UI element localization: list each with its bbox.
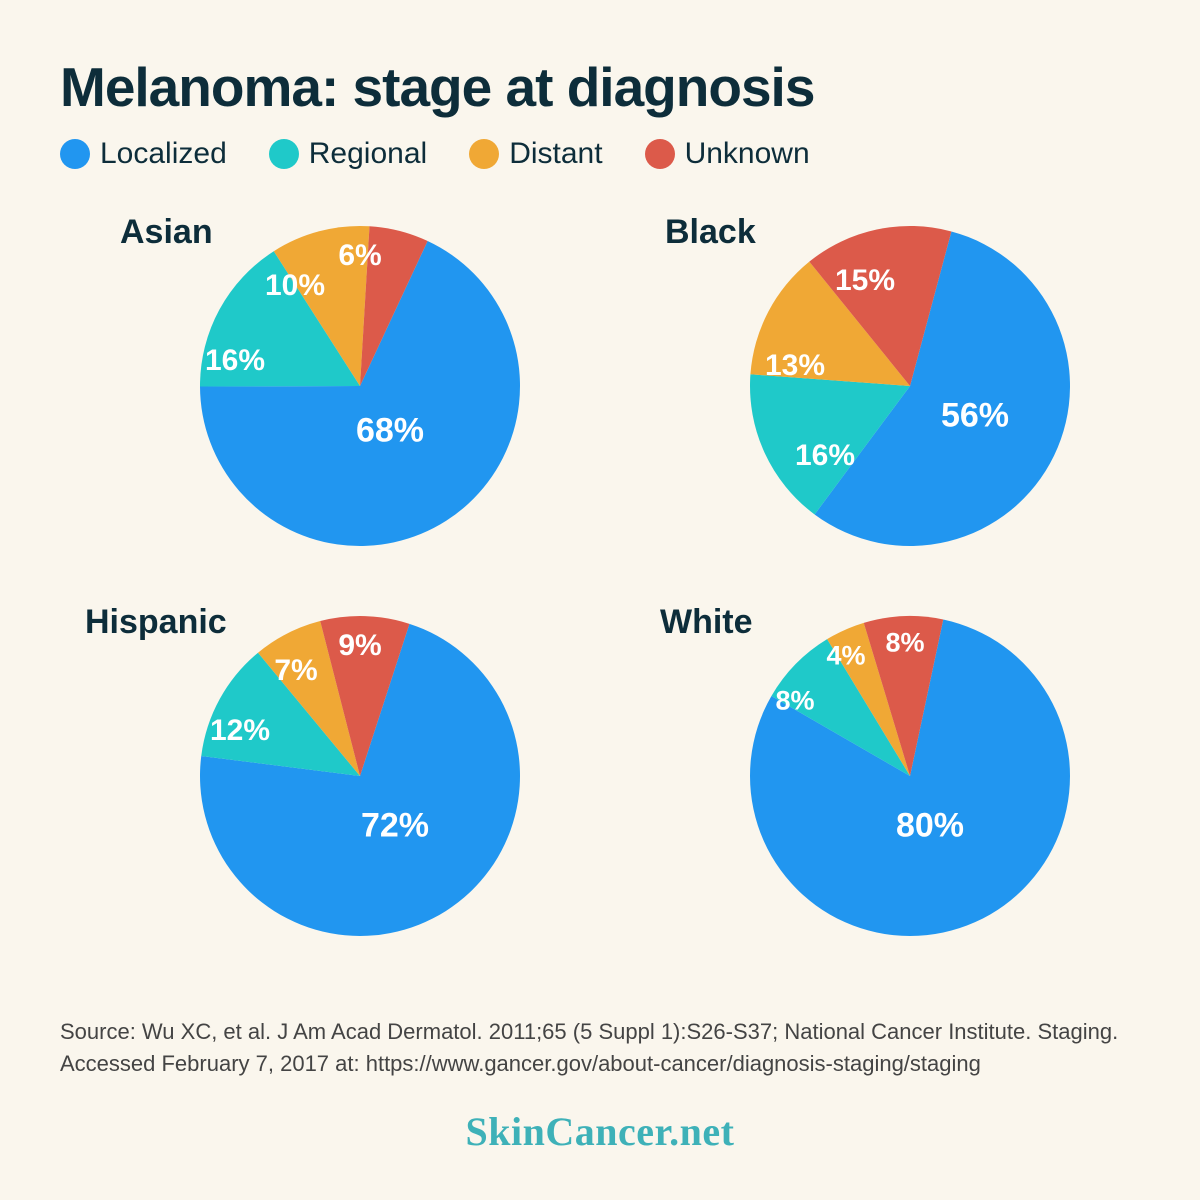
- brand-logo: SkinCancer.net: [0, 1108, 1200, 1155]
- pie-svg: [60, 201, 540, 561]
- slice-label: 16%: [205, 344, 265, 378]
- legend-item: Unknown: [645, 137, 810, 171]
- legend-label: Distant: [509, 137, 602, 171]
- legend-dot-icon: [645, 139, 675, 169]
- slice-label: 80%: [896, 807, 964, 846]
- legend-label: Localized: [100, 137, 227, 171]
- pie-svg: [630, 591, 1110, 951]
- legend-item: Distant: [469, 137, 602, 171]
- infographic-page: Melanoma: stage at diagnosis Localized Re…: [0, 0, 1200, 1200]
- legend-label: Unknown: [685, 137, 810, 171]
- pie-chart: Black56%16%13%15%: [630, 201, 1140, 551]
- slice-label: 56%: [941, 397, 1009, 436]
- pie-chart: White80%8%4%8%: [630, 591, 1140, 941]
- legend: Localized Regional Distant Unknown: [60, 137, 1140, 171]
- legend-dot-icon: [269, 139, 299, 169]
- slice-label: 72%: [361, 807, 429, 846]
- charts-grid: Asian68%16%10%6%Black56%16%13%15%Hispani…: [60, 201, 1140, 941]
- slice-label: 13%: [765, 349, 825, 383]
- slice-label: 9%: [338, 629, 381, 663]
- slice-label: 7%: [274, 654, 317, 688]
- legend-dot-icon: [60, 139, 90, 169]
- pie-svg: [60, 591, 540, 951]
- slice-label: 6%: [338, 239, 381, 273]
- slice-label: 8%: [885, 628, 924, 659]
- legend-item: Regional: [269, 137, 427, 171]
- pie-svg: [630, 201, 1110, 561]
- page-title: Melanoma: stage at diagnosis: [60, 55, 1140, 119]
- slice-label: 15%: [835, 264, 895, 298]
- slice-label: 68%: [356, 412, 424, 451]
- slice-label: 10%: [265, 269, 325, 303]
- slice-label: 4%: [826, 641, 865, 672]
- pie-chart: Hispanic72%12%7%9%: [60, 591, 570, 941]
- slice-label: 12%: [210, 714, 270, 748]
- slice-label: 8%: [775, 686, 814, 717]
- pie-chart: Asian68%16%10%6%: [60, 201, 570, 551]
- source-citation: Source: Wu XC, et al. J Am Acad Dermatol…: [60, 1016, 1140, 1080]
- legend-dot-icon: [469, 139, 499, 169]
- legend-label: Regional: [309, 137, 427, 171]
- legend-item: Localized: [60, 137, 227, 171]
- slice-label: 16%: [795, 439, 855, 473]
